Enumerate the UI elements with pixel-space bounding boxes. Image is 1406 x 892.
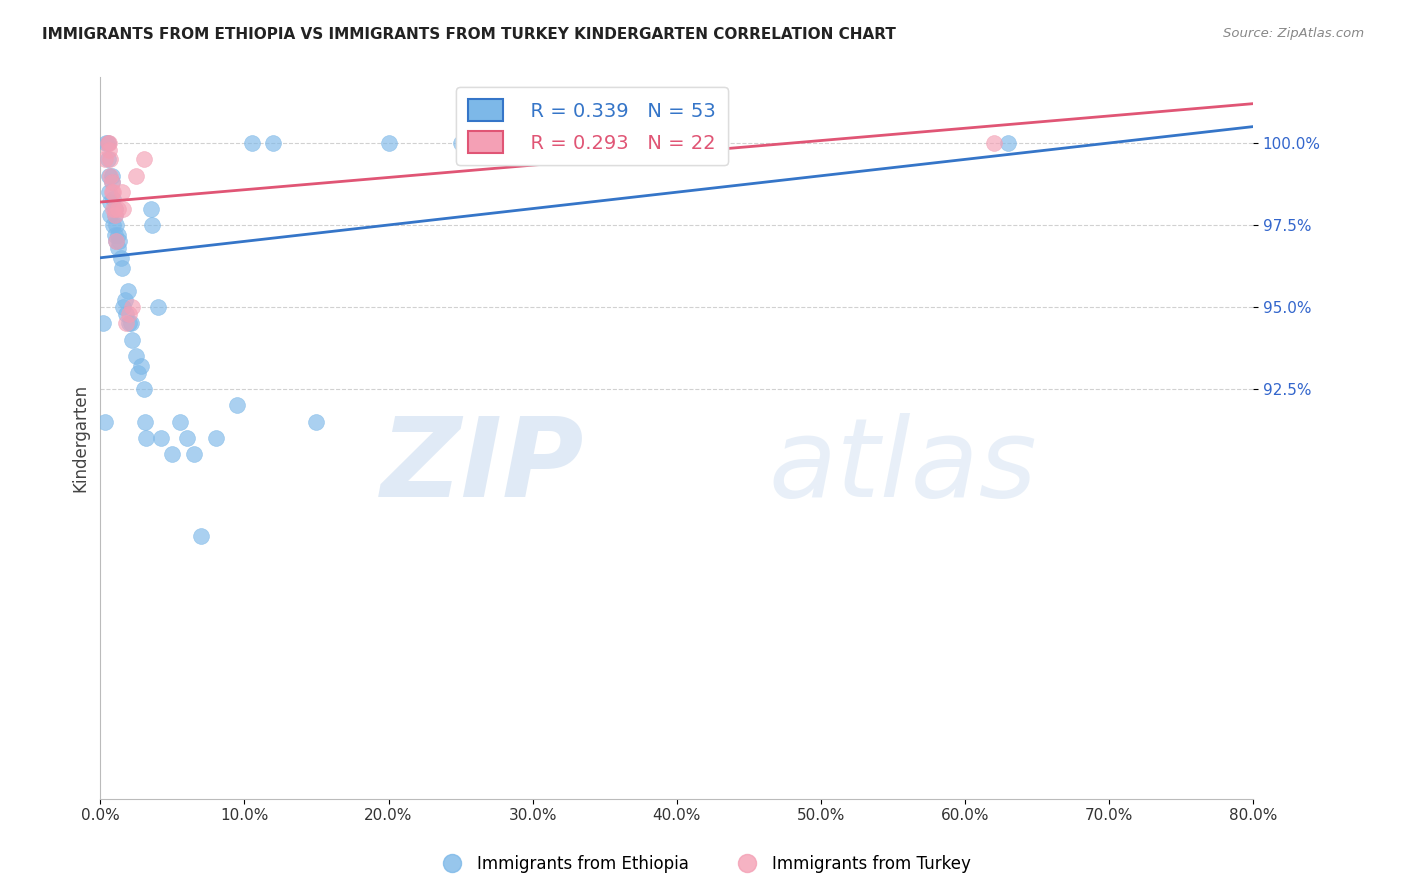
Point xyxy=(104,202,127,216)
Point xyxy=(125,169,148,183)
Y-axis label: Kindergarten: Kindergarten xyxy=(72,384,89,492)
Point xyxy=(132,153,155,167)
Point xyxy=(120,316,142,330)
Point xyxy=(101,185,124,199)
Point xyxy=(121,333,143,347)
Point xyxy=(103,185,125,199)
Point xyxy=(108,235,131,249)
Point xyxy=(96,136,118,150)
Point xyxy=(104,208,127,222)
Point xyxy=(105,235,128,249)
Point xyxy=(105,235,128,249)
Point xyxy=(115,316,138,330)
Point xyxy=(94,136,117,150)
Point xyxy=(162,448,184,462)
Point xyxy=(103,192,125,206)
Point xyxy=(105,218,128,232)
Point xyxy=(100,153,122,167)
Point xyxy=(100,194,122,209)
Point xyxy=(98,185,121,199)
Point xyxy=(226,398,249,412)
Point xyxy=(107,202,129,216)
Point xyxy=(129,359,152,373)
Point xyxy=(104,208,127,222)
Point xyxy=(183,448,205,462)
Point xyxy=(91,316,114,330)
Legend:   R = 0.339   N = 53,   R = 0.293   N = 22: R = 0.339 N = 53, R = 0.293 N = 22 xyxy=(456,87,727,165)
Point xyxy=(141,218,163,232)
Point xyxy=(983,136,1005,150)
Point xyxy=(450,136,472,150)
Point xyxy=(104,227,127,242)
Point xyxy=(125,349,148,363)
Point xyxy=(114,293,136,308)
Point xyxy=(127,366,149,380)
Point xyxy=(110,251,132,265)
Point xyxy=(377,136,399,150)
Point xyxy=(132,382,155,396)
Point xyxy=(107,241,129,255)
Point xyxy=(96,136,118,150)
Point xyxy=(103,202,125,216)
Point xyxy=(176,431,198,445)
Point xyxy=(305,415,328,429)
Point xyxy=(115,306,138,320)
Point xyxy=(997,136,1019,150)
Point xyxy=(112,300,135,314)
Point xyxy=(111,185,134,199)
Point xyxy=(262,136,284,150)
Point xyxy=(93,153,115,167)
Point xyxy=(96,153,118,167)
Text: ZIP: ZIP xyxy=(381,414,585,520)
Point xyxy=(101,175,124,189)
Point xyxy=(112,202,135,216)
Point xyxy=(139,202,162,216)
Point xyxy=(100,208,122,222)
Point xyxy=(149,431,172,445)
Point xyxy=(98,136,121,150)
Point xyxy=(107,227,129,242)
Point xyxy=(134,415,156,429)
Point xyxy=(100,169,122,183)
Text: Source: ZipAtlas.com: Source: ZipAtlas.com xyxy=(1223,27,1364,40)
Point xyxy=(117,284,139,298)
Point xyxy=(98,143,121,157)
Point xyxy=(103,218,125,232)
Text: atlas: atlas xyxy=(769,414,1038,520)
Point xyxy=(118,306,141,320)
Point xyxy=(204,431,226,445)
Point xyxy=(121,300,143,314)
Point xyxy=(111,260,134,275)
Point xyxy=(101,175,124,189)
Point xyxy=(146,300,169,314)
Point xyxy=(101,169,124,183)
Text: IMMIGRANTS FROM ETHIOPIA VS IMMIGRANTS FROM TURKEY KINDERGARTEN CORRELATION CHAR: IMMIGRANTS FROM ETHIOPIA VS IMMIGRANTS F… xyxy=(42,27,896,42)
Legend: Immigrants from Ethiopia, Immigrants from Turkey: Immigrants from Ethiopia, Immigrants fro… xyxy=(429,848,977,880)
Point xyxy=(93,415,115,429)
Point xyxy=(169,415,191,429)
Point xyxy=(240,136,263,150)
Point xyxy=(104,202,127,216)
Point xyxy=(98,169,121,183)
Point xyxy=(190,529,212,543)
Point xyxy=(135,431,157,445)
Point xyxy=(118,316,141,330)
